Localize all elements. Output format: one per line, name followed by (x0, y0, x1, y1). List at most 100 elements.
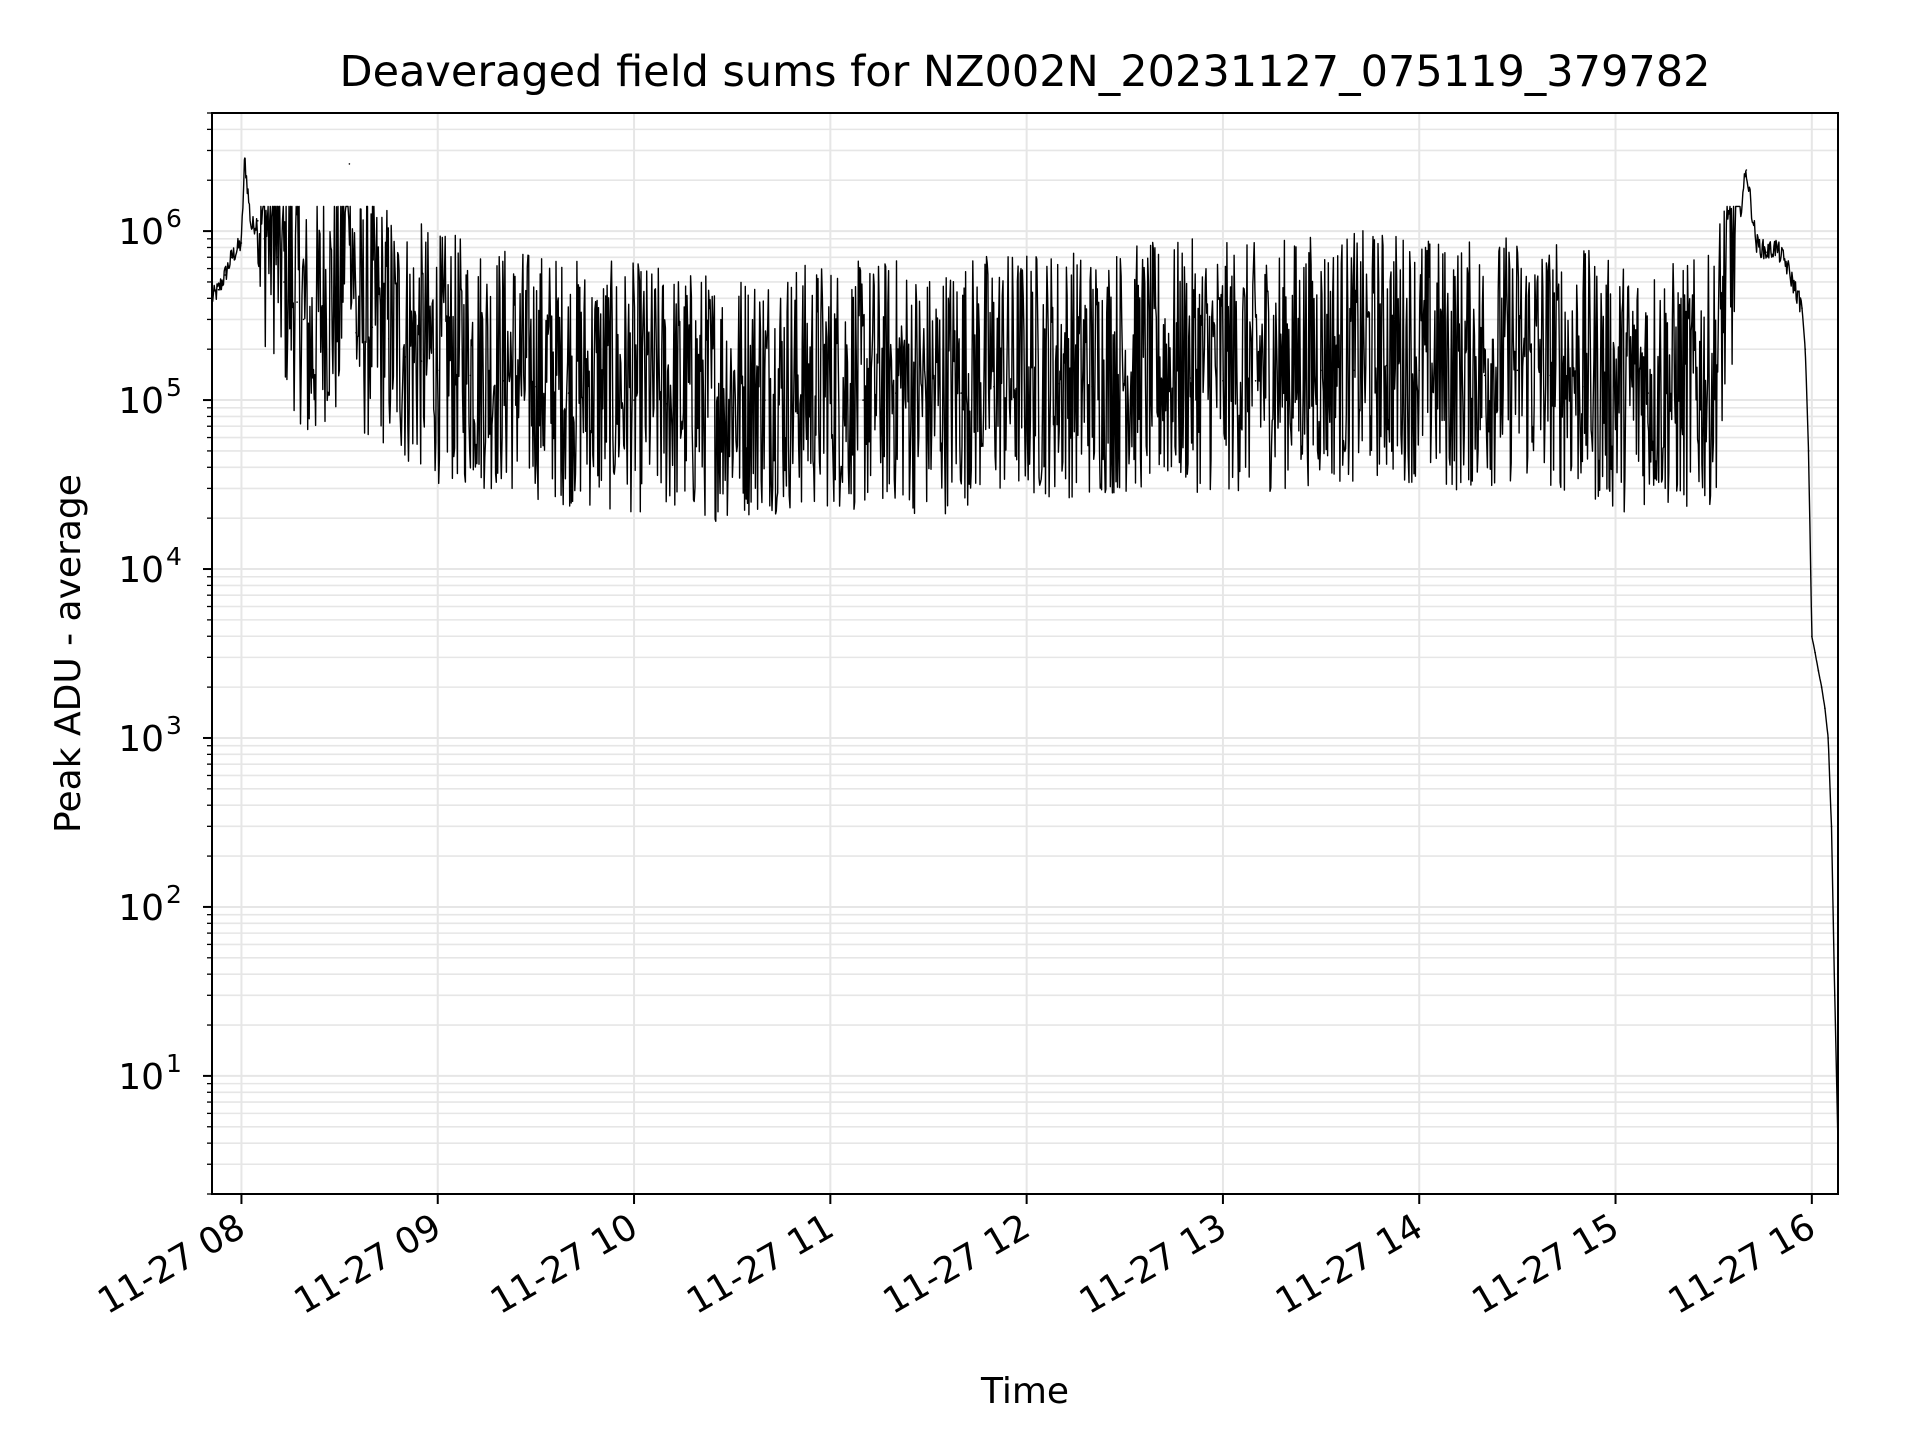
data-point (1680, 399, 1682, 401)
y-tick-label: 10 (118, 1057, 164, 1098)
data-point (1807, 450, 1810, 452)
data-point (1451, 380, 1453, 382)
data-point (1794, 288, 1797, 291)
y-tick-exponent: 3 (166, 711, 182, 740)
data-point (829, 395, 832, 398)
y-axis-label: Peak ADU - average (48, 474, 89, 833)
data-point (1745, 169, 1748, 171)
data-point (731, 407, 733, 409)
data-point (469, 374, 472, 377)
data-point (289, 294, 292, 296)
data-point (309, 364, 311, 367)
data-point (502, 380, 505, 382)
data-point (1287, 374, 1290, 377)
data-point (348, 163, 351, 165)
data-point (698, 407, 701, 409)
data-point (535, 385, 537, 388)
data-point (1582, 385, 1584, 388)
data-point (927, 407, 930, 409)
data-point (1833, 994, 1836, 997)
data-point (1811, 635, 1813, 638)
data-point (1124, 380, 1126, 382)
x-axis-label: Time (980, 1371, 1069, 1412)
data-point (257, 220, 259, 222)
data-point (387, 338, 390, 340)
data-point (960, 392, 962, 394)
data-point (270, 230, 272, 232)
data-point (1418, 369, 1420, 372)
data-point (338, 318, 341, 321)
data-point (1058, 382, 1061, 385)
data-point (276, 256, 279, 259)
data-point (1516, 369, 1519, 372)
data-point (1156, 380, 1159, 382)
y-tick-exponent: 1 (166, 1049, 182, 1078)
data-point (1814, 651, 1816, 654)
y-tick-exponent: 4 (166, 542, 182, 571)
data-point (322, 307, 325, 309)
data-point (1722, 318, 1725, 321)
y-tick-label: 10 (118, 719, 164, 760)
data-point (302, 318, 305, 321)
y-tick-label: 10 (118, 888, 164, 929)
data-point (1817, 669, 1820, 672)
y-tick-label: 10 (118, 550, 164, 591)
data-point (1549, 374, 1551, 377)
data-point (436, 369, 439, 372)
data-point (1025, 385, 1028, 388)
data-point (1820, 686, 1823, 688)
data-point (1765, 251, 1767, 253)
y-tick-exponent: 2 (166, 880, 182, 909)
data-point (1827, 737, 1829, 739)
data-point (250, 226, 253, 229)
data-point (1755, 242, 1757, 244)
y-tick-exponent: 5 (166, 373, 182, 402)
data-point (1647, 392, 1649, 394)
data-point (243, 157, 246, 159)
data-point (993, 385, 995, 388)
data-point (230, 256, 233, 259)
data-point (355, 332, 357, 334)
data-point (567, 392, 570, 394)
data-point (240, 242, 243, 244)
data-point (600, 399, 603, 401)
data-point (633, 399, 635, 401)
data-point (371, 326, 374, 329)
data-point (895, 392, 897, 394)
data-point (1320, 369, 1322, 372)
y-tick-label: 10 (118, 381, 164, 422)
chart-title: Deaveraged field sums for NZ002N_2023112… (340, 47, 1711, 97)
data-point (1732, 256, 1735, 259)
data-point (1824, 707, 1826, 709)
data-point (296, 301, 298, 303)
data-point (283, 281, 285, 283)
data-point (1712, 392, 1715, 394)
data-point (764, 399, 766, 401)
y-tick-exponent: 6 (166, 204, 182, 233)
data-point (1483, 374, 1486, 377)
data-point (217, 288, 220, 291)
data-point (404, 356, 406, 358)
data-point (1189, 377, 1191, 379)
data-point (1784, 261, 1787, 264)
data-point (1222, 380, 1224, 382)
data-point (1801, 307, 1803, 309)
data-point (1830, 825, 1833, 828)
data-point (1091, 385, 1093, 388)
data-point (1614, 399, 1617, 401)
data-point (224, 274, 226, 276)
data-point (420, 360, 423, 362)
data-point (1385, 364, 1388, 367)
series-line (211, 157, 1839, 1141)
data-point (1775, 246, 1777, 249)
y-tick-label: 10 (118, 212, 164, 253)
data-point (796, 399, 799, 401)
data-point (1353, 369, 1355, 372)
data-point (862, 399, 864, 401)
data-point (666, 403, 668, 405)
plot-frame (211, 112, 1839, 1195)
data-point (1254, 380, 1257, 382)
data-point (263, 238, 266, 240)
